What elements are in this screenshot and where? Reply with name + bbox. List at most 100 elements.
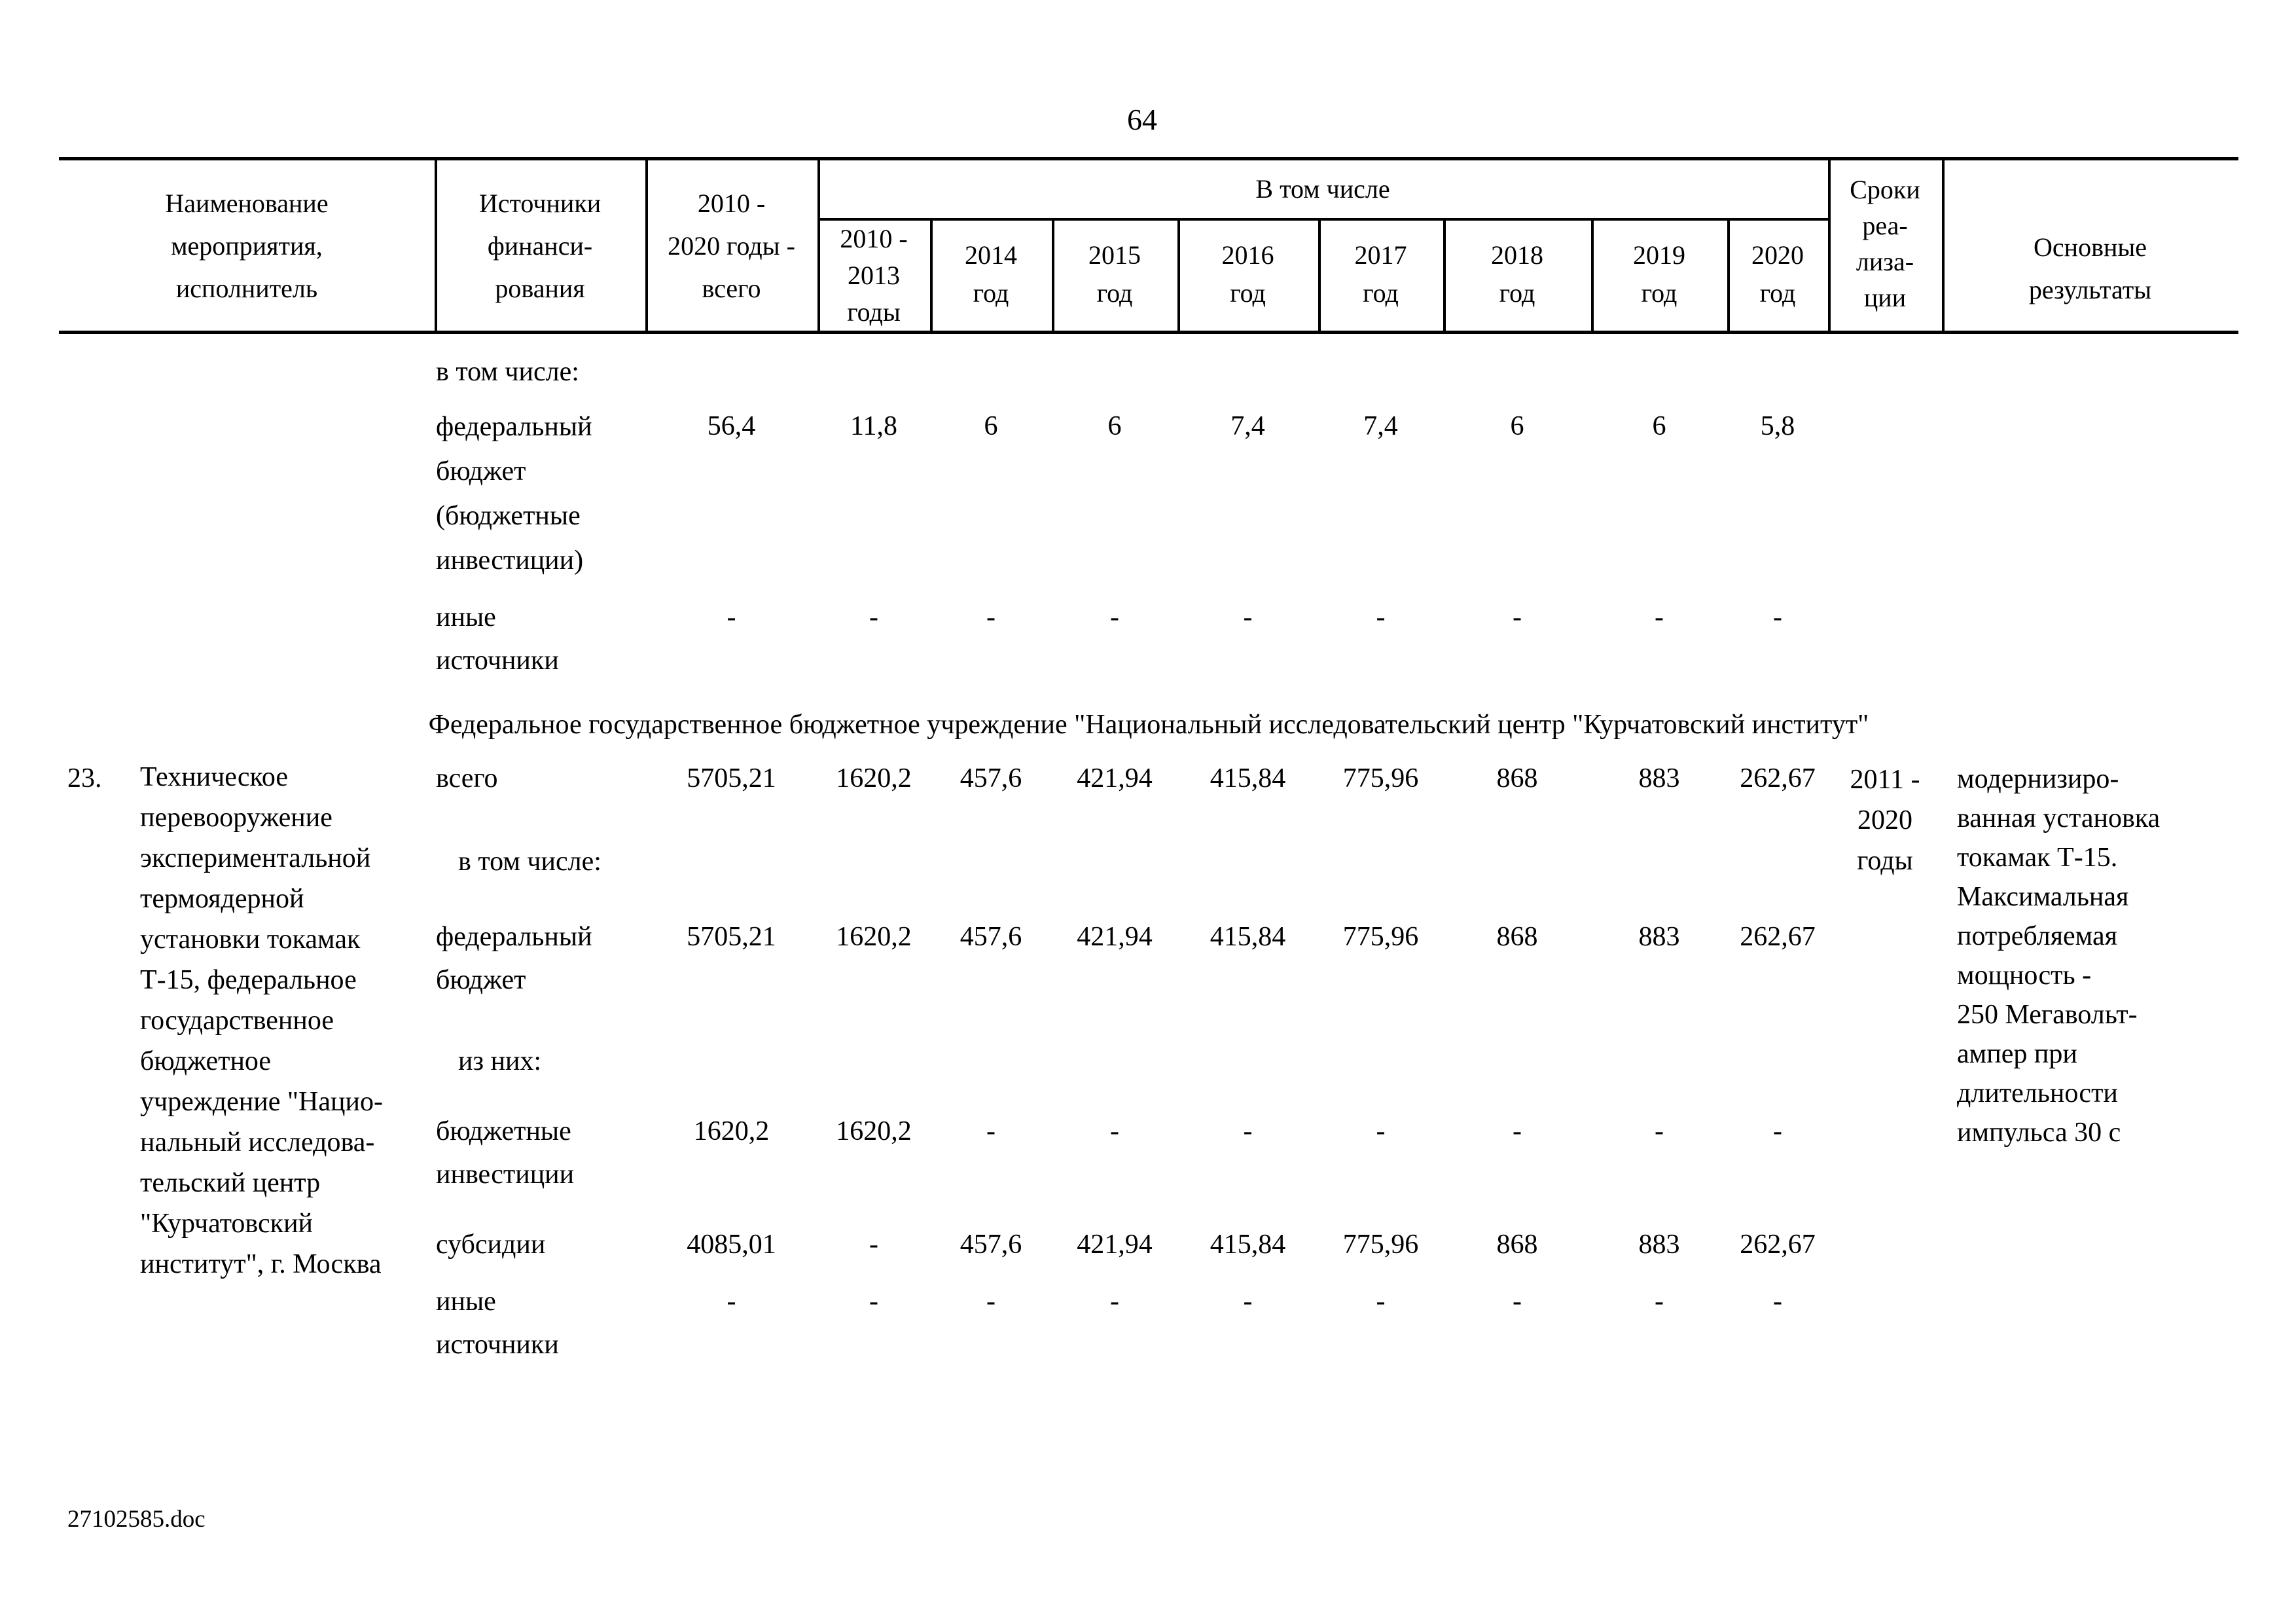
value-cell: - [1773,1116,1782,1146]
value-cell: 457,6 [960,922,1022,952]
item-other-sources-label: иные источники [436,1286,559,1360]
header-year-2018: 2018 год [1491,240,1543,308]
header-sources-col: Источники финанси- рования [478,189,601,303]
table-border-header-bottom [59,331,2238,334]
value-cell: 415,84 [1210,763,1286,793]
value-cell: 1620,2 [693,1116,770,1146]
value-cell: - [869,602,878,632]
value-cell: - [1513,1116,1522,1146]
value-cell: 5705,21 [687,763,776,793]
value-cell: 868 [1496,1230,1538,1260]
value-cell: - [1655,1116,1664,1146]
value-cell: 6 [1510,411,1524,441]
item-budget-investments-label: бюджетные инвестиции [436,1116,575,1190]
table-vline-3 [817,157,820,334]
value-cell: 457,6 [960,1230,1022,1260]
value-cell: 262,67 [1740,1230,1816,1260]
value-cell: - [1773,602,1782,632]
value-cell: 262,67 [1740,922,1816,952]
header-year-2015: 2015 год [1088,240,1141,308]
value-cell: - [869,1286,878,1317]
value-cell: 868 [1496,763,1538,793]
section-title: Федеральное государственное бюджетное уч… [428,710,1869,740]
carryover-other-sources-label: иные источники [436,602,559,676]
value-cell: 262,67 [1740,763,1816,793]
value-cell: 56,4 [707,411,756,441]
value-cell: 1620,2 [836,763,912,793]
header-year-2014: 2014 год [965,240,1017,308]
value-cell: - [1376,602,1386,632]
table-vline-year-3 [1177,218,1180,334]
value-cell: 4085,01 [687,1230,776,1260]
value-cell: 775,96 [1342,922,1419,952]
value-cell: - [1655,1286,1664,1317]
value-cell: - [1110,1286,1119,1317]
value-cell: 5705,21 [687,922,776,952]
value-cell: 11,8 [850,411,897,441]
value-cell: - [986,1286,996,1317]
header-year-2016: 2016 год [1221,240,1274,308]
value-cell: - [1110,602,1119,632]
table-border-including [817,218,1828,221]
item-group-label-1: в том числе: [458,847,601,877]
header-year-2020: 2020 год [1751,240,1804,308]
table-vline-year-2 [1052,218,1054,334]
value-cell: - [1243,1286,1253,1317]
value-cell: 883 [1638,1230,1680,1260]
header-total-col: 2010 - 2020 годы - всего [668,189,795,303]
item-number: 23. [67,763,102,793]
value-cell: - [986,602,996,632]
value-cell: 5,8 [1760,411,1795,441]
value-cell: 7,4 [1363,411,1398,441]
header-timeline-col: Сроки реа- лиза- ции [1850,175,1920,312]
table-vline-year-6 [1591,218,1594,334]
header-year-2017: 2017 год [1354,240,1407,308]
value-cell: - [1110,1116,1119,1146]
value-cell: - [1773,1286,1782,1317]
item-results: модернизиро- ванная установка токамак Т-… [1957,764,2161,1148]
table-vline-year-5 [1443,218,1446,334]
value-cell: 883 [1638,922,1680,952]
value-cell: 775,96 [1342,1230,1419,1260]
value-cell: 868 [1496,922,1538,952]
value-cell: 6 [984,411,998,441]
table-vline-year-4 [1318,218,1321,334]
value-cell: 415,84 [1210,1230,1286,1260]
value-cell: 421,94 [1077,1230,1153,1260]
table-vline-year-1 [930,218,933,334]
value-cell: 775,96 [1342,763,1419,793]
value-cell: - [986,1116,996,1146]
value-cell: - [1376,1286,1386,1317]
table-vline-4 [1828,157,1831,334]
value-cell: 7,4 [1230,411,1265,441]
table-border-top [59,157,2238,160]
table-vline-5 [1942,157,1945,334]
value-cell: 421,94 [1077,763,1153,793]
value-cell: - [1243,1116,1253,1146]
item-timeline: 2011 - 2020 годы [1850,765,1920,876]
item-total-label: всего [436,763,498,793]
carryover-federal-budget-label: федеральный бюджет (бюджетные инвестиции… [436,412,592,575]
value-cell: - [1513,602,1522,632]
header-results-col: Основные результаты [2028,232,2152,304]
value-cell: - [1376,1116,1386,1146]
table-vline-1 [435,157,437,334]
value-cell: - [726,602,736,632]
value-cell: - [869,1230,878,1260]
value-cell: 883 [1638,763,1680,793]
page-number: 64 [1127,103,1157,136]
value-cell: 421,94 [1077,922,1153,952]
value-cell: 6 [1107,411,1122,441]
table-vline-year-7 [1727,218,1730,334]
item-name: Техническое перевооружение экспериментал… [140,762,383,1279]
item-group-label-2: из них: [458,1046,542,1076]
item-subsidies-label: субсидии [436,1230,546,1260]
value-cell: - [726,1286,736,1317]
value-cell: 457,6 [960,763,1022,793]
value-cell: 415,84 [1210,922,1286,952]
value-cell: - [1655,602,1664,632]
value-cell: 6 [1652,411,1666,441]
value-cell: - [1243,602,1253,632]
header-name-col: Наименование мероприятия, исполнитель [165,189,329,303]
